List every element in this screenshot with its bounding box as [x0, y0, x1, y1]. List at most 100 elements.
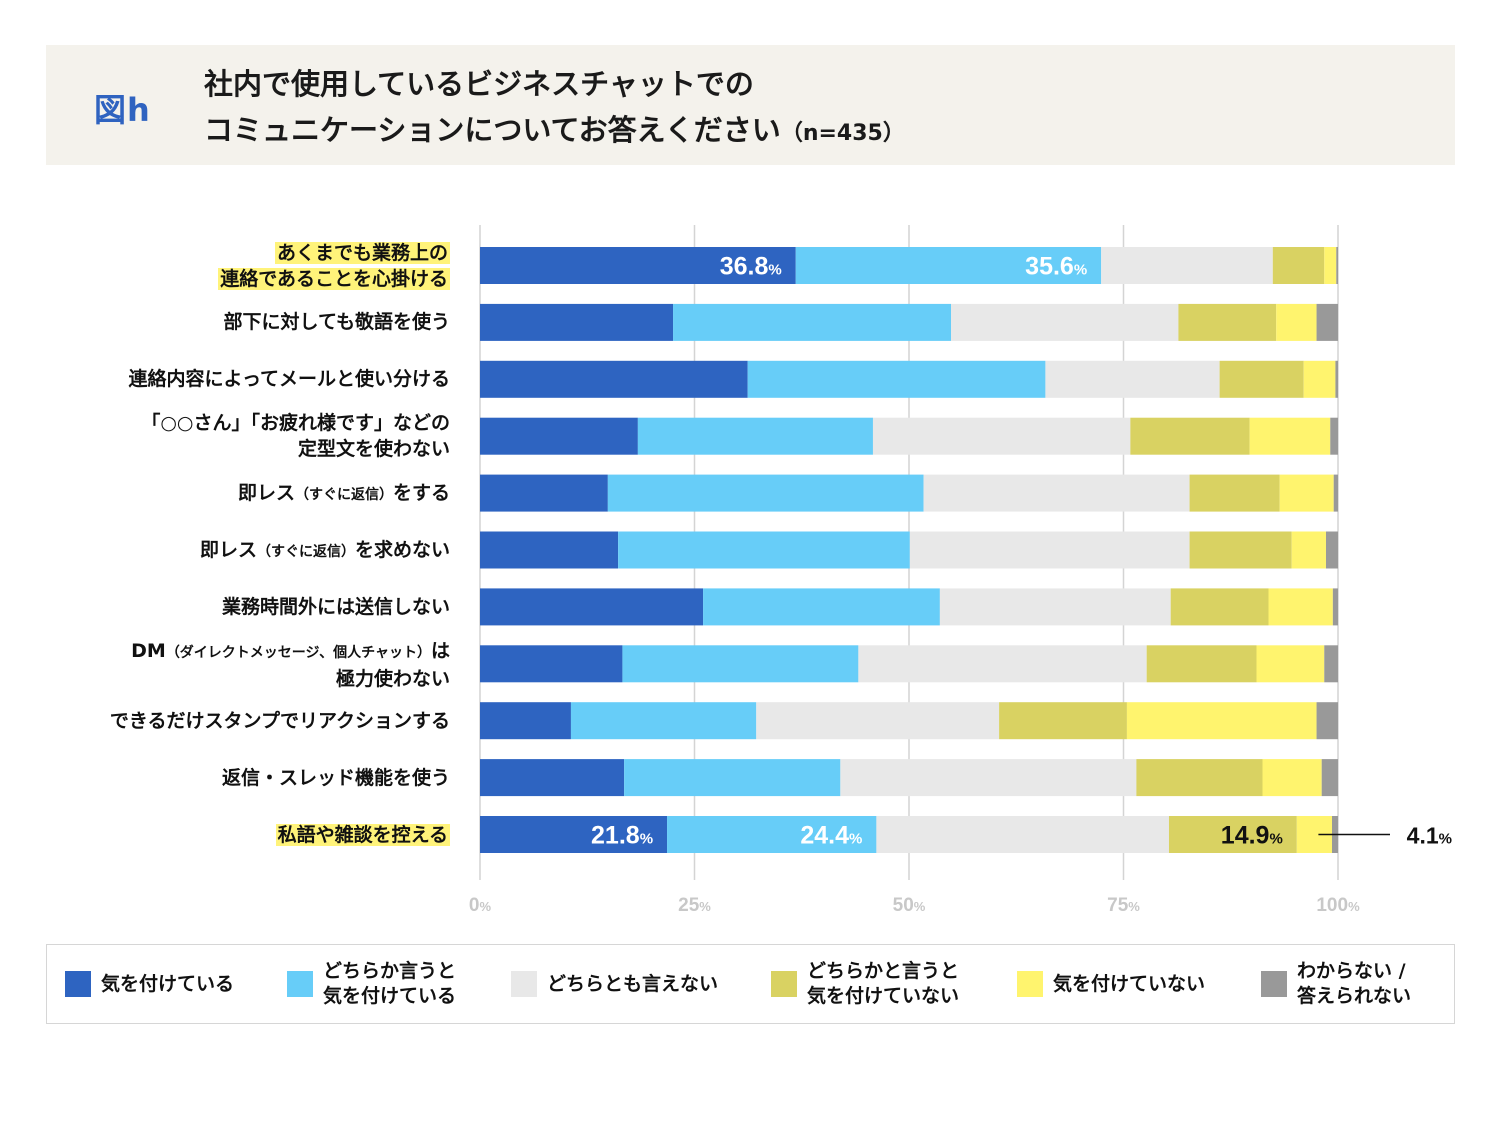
legend-swatch — [511, 971, 537, 997]
legend-item: わからない / 答えられない — [1261, 945, 1411, 1023]
bar-segment — [1333, 474, 1338, 512]
bar-segment — [1324, 645, 1338, 683]
bar-segment — [1126, 702, 1317, 740]
category-label-line: 極力使わない — [131, 666, 450, 692]
x-tick-label: 50% — [893, 895, 926, 916]
category-label: できるだけスタンプでリアクションする — [110, 708, 450, 734]
bar-segment — [607, 474, 924, 512]
category-label-text: 部下に対しても敬語を使う — [223, 311, 450, 334]
category-label: 「○○さん」「お疲れ様です」などの 定型文を使わない — [141, 410, 450, 462]
bar-segment — [1045, 360, 1220, 398]
category-label-text: 連絡内容によってメールと使い分ける — [128, 368, 450, 391]
bar-segment — [1256, 645, 1325, 683]
category-label-line: DM（ダイレクトメッセージ、個人チャット）は — [131, 638, 450, 666]
category-label-line: できるだけスタンプでリアクションする — [110, 708, 450, 734]
bar-segment — [909, 531, 1190, 569]
bar-segment — [923, 474, 1190, 512]
legend-swatch — [287, 971, 313, 997]
category-label-text: 返信・スレッド機能を使う — [221, 766, 450, 789]
bar-segment — [1272, 247, 1325, 284]
bar-segment — [480, 417, 638, 455]
bar-segment — [1101, 247, 1273, 284]
title-banner: 図h 社内で使用しているビジネスチャットでの コミュニケーションについてお答えく… — [46, 45, 1455, 165]
category-label-text: 連絡であることを心掛ける — [218, 267, 450, 290]
category-label-text: 業務時間外には送信しない — [221, 595, 450, 618]
bar-segment — [1168, 816, 1297, 853]
chart-title-line-1: 社内で使用しているビジネスチャットでの — [204, 67, 754, 101]
bar-segment — [1332, 588, 1338, 626]
category-label-line: 定型文を使わない — [141, 436, 450, 462]
data-label: 21.8% — [591, 822, 653, 850]
bar-segment — [637, 417, 873, 455]
data-label: 4.1% — [1407, 823, 1452, 849]
bar-segment — [480, 588, 704, 626]
bar-segment — [1146, 645, 1257, 683]
bar-segment — [480, 303, 674, 341]
figure-label: 図h — [94, 91, 151, 129]
bar-segment — [480, 645, 623, 683]
stacked-bar-chart: 0% 25% 50% 75% 100% 36.8% 35.6% 21.8% 24.4% 14.9%… — [469, 225, 1452, 916]
category-label-text: 私語や雑談を控える — [275, 823, 450, 846]
bar-segment — [673, 303, 952, 341]
category-label: 私語や雑談を控える — [275, 822, 450, 848]
data-label: 36.8% — [720, 253, 782, 281]
bar-segment — [480, 474, 608, 512]
category-label-line: 業務時間外には送信しない — [222, 594, 450, 620]
category-label: あくまでも業務上の連絡であることを心掛ける — [218, 240, 450, 292]
bar-segment — [1268, 588, 1333, 626]
category-label-text: 即レス（すぐに返信）をする — [237, 482, 450, 505]
category-label: 即レス（すぐに返信）をする — [238, 480, 450, 508]
bar-segment — [1321, 759, 1338, 797]
category-label: DM（ダイレクトメッセージ、個人チャット）は極力使わない — [131, 638, 450, 692]
bar-segment — [1276, 303, 1317, 341]
bar-segment — [480, 247, 796, 284]
bar-segment — [618, 531, 910, 569]
bar-segment — [1170, 588, 1269, 626]
legend-label: 気を付けていない — [1053, 972, 1206, 995]
bar-segment — [1325, 531, 1338, 569]
category-label-text: 即レス（すぐに返信）を求めない — [199, 539, 450, 561]
legend-label: わからない / 答えられない — [1297, 960, 1412, 1007]
category-label-line: 連絡内容によってメールと使い分ける — [129, 366, 450, 392]
category-label-text: あくまでも業務上の — [274, 241, 450, 264]
category-label-text: できるだけスタンプでリアクションする — [109, 709, 450, 732]
legend-item: 気を付けている — [65, 945, 234, 1023]
bar-segment — [1262, 759, 1322, 797]
legend-item: どちらかと言うと 気を付けていない — [771, 945, 959, 1023]
category-label: 連絡内容によってメールと使い分ける — [129, 366, 450, 392]
chart-title: 社内で使用しているビジネスチャットでの コミュニケーションについてお答えください… — [204, 61, 905, 157]
bar-segment — [480, 816, 668, 853]
bar-segment — [1291, 531, 1326, 569]
bar-segment — [1279, 474, 1334, 512]
category-label-line: 連絡であることを心掛ける — [218, 266, 450, 292]
category-label-line: 「○○さん」「お疲れ様です」などの — [141, 410, 450, 436]
x-tick-label: 0% — [469, 895, 492, 916]
bar-segment — [756, 702, 1000, 740]
sample-size: （n=435） — [780, 121, 905, 146]
bar-segment — [1330, 417, 1338, 455]
bar-segment — [1136, 759, 1263, 797]
category-label-text: 「○○さん」「お疲れ様です」などの — [141, 412, 450, 435]
category-label: 部下に対しても敬語を使う — [224, 309, 450, 335]
bar-segment — [747, 360, 1046, 398]
chart-title-line-2-text: コミュニケーションについてお答えください — [204, 113, 781, 147]
x-tick-label: 75% — [1107, 895, 1140, 916]
bar-segment — [876, 816, 1169, 853]
bar-segment — [1324, 247, 1337, 284]
bar-segment — [999, 702, 1127, 740]
bar-segment — [951, 303, 1179, 341]
legend: 気を付けている どちらか言うと 気を付けている どちらとも言えない どちらかと言うと … — [46, 944, 1455, 1024]
category-label-line: 部下に対しても敬語を使う — [224, 309, 450, 335]
bar-segment — [1130, 417, 1250, 455]
legend-swatch — [1261, 971, 1287, 997]
bar-segment — [1336, 247, 1338, 284]
legend-label: どちらか言うと 気を付けている — [323, 960, 457, 1007]
category-label-line: 即レス（すぐに返信）を求めない — [200, 537, 450, 565]
legend-label: 気を付けている — [101, 972, 235, 995]
category-label-text: DM（ダイレクトメッセージ、個人チャット）は — [131, 639, 450, 662]
bar-segment — [1178, 303, 1277, 341]
category-label-text: 極力使わない — [335, 667, 450, 690]
legend-item: どちらか言うと 気を付けている — [287, 945, 456, 1023]
legend-label: どちらとも言えない — [547, 972, 719, 995]
bar-segment — [703, 588, 940, 626]
